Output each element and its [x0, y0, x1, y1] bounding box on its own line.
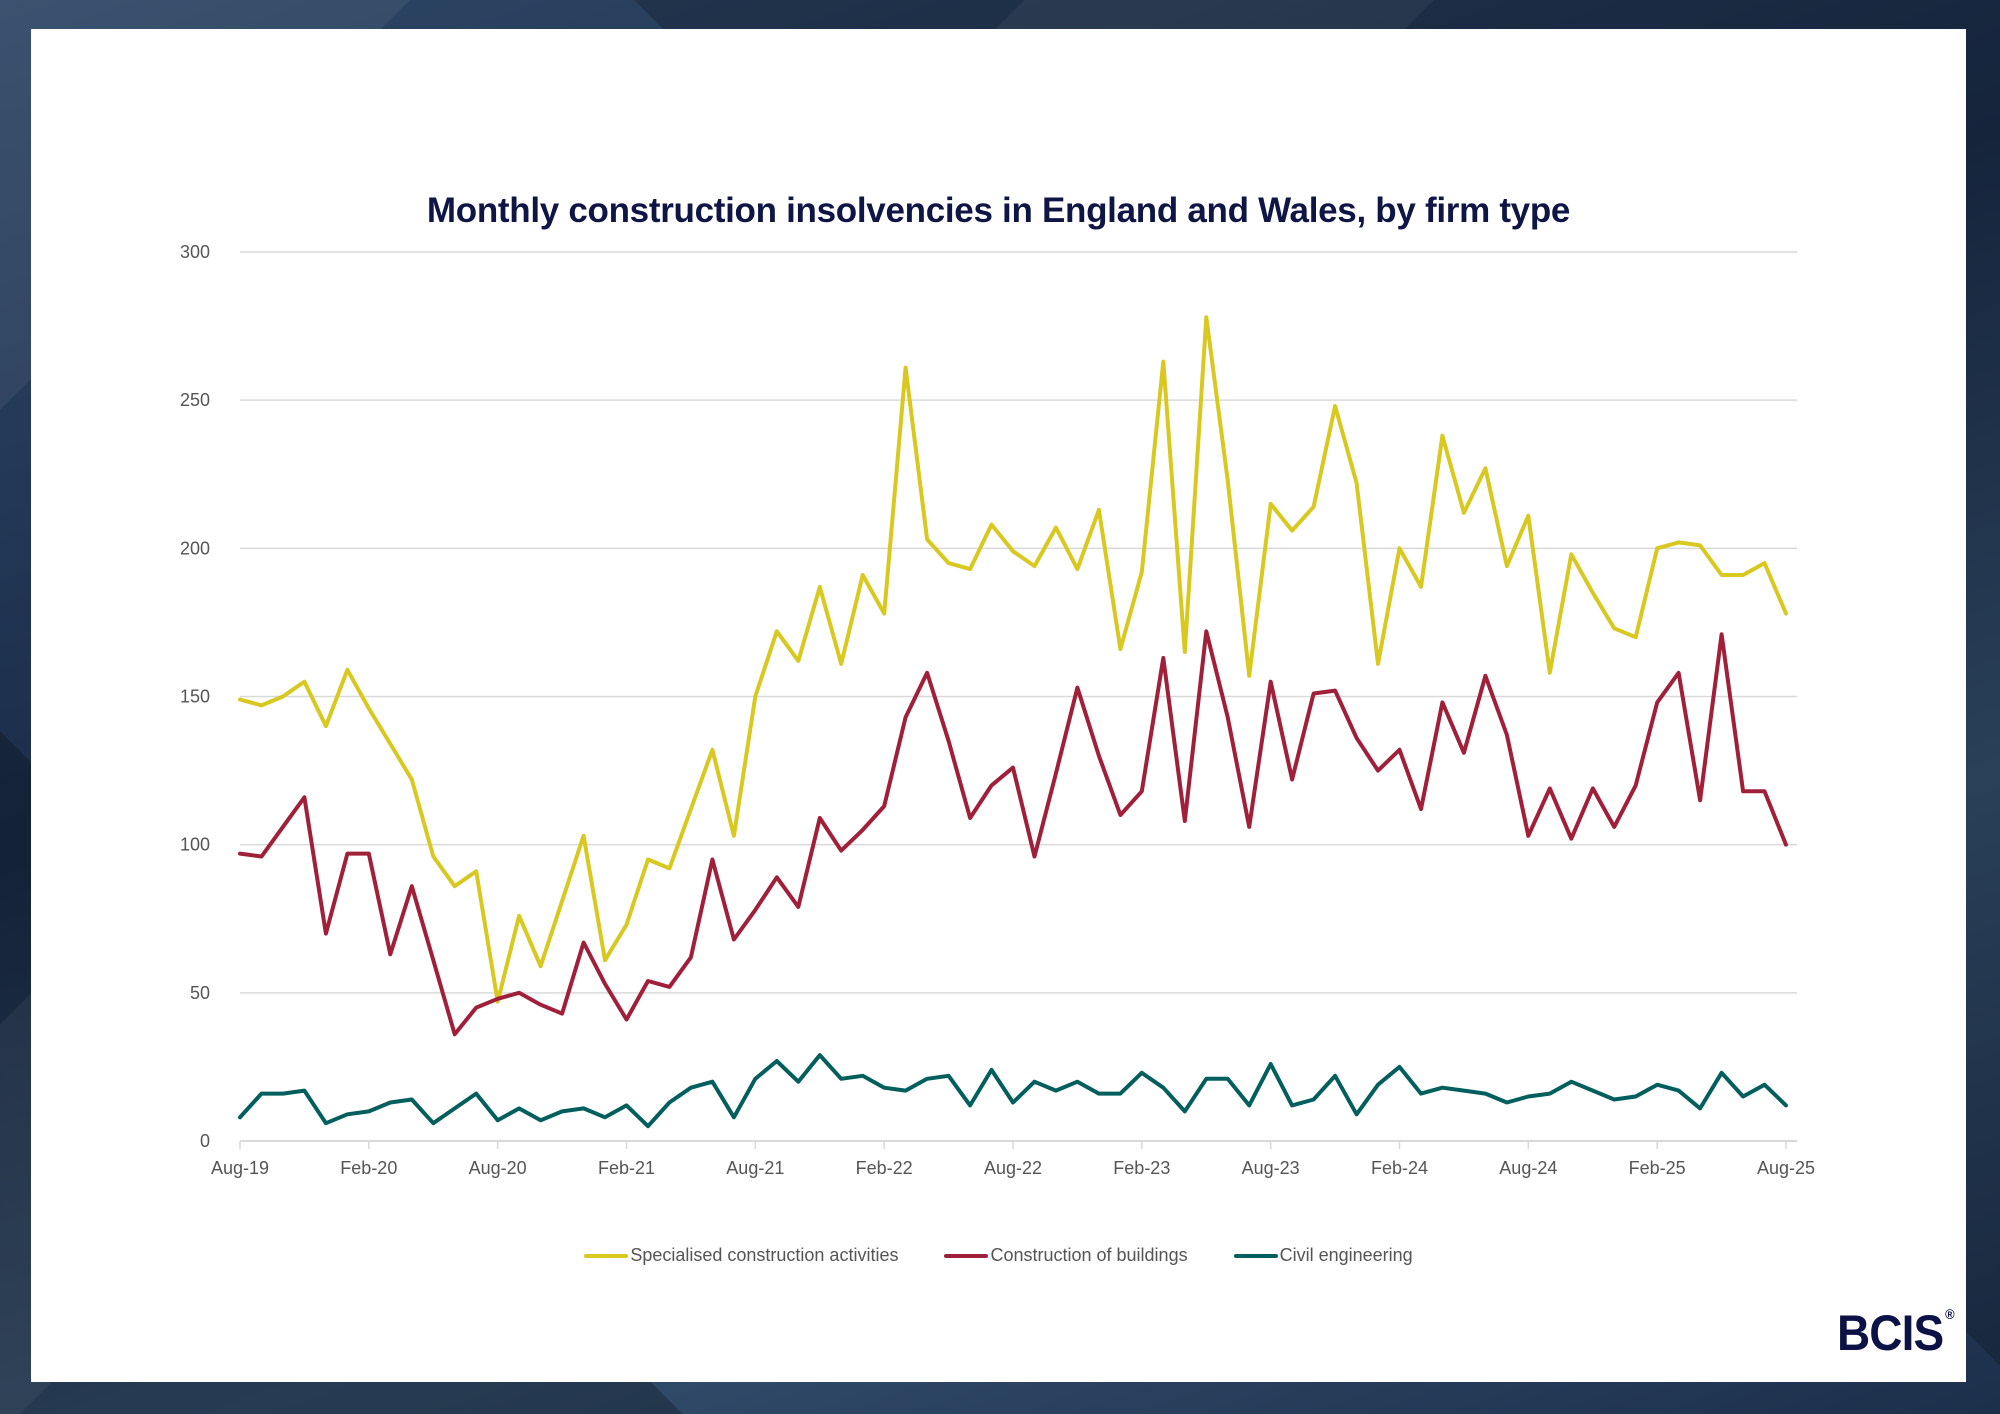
legend-swatch-buildings: [944, 1253, 989, 1258]
y-axis-ticks: 0 50 100 150 200 250 300: [180, 242, 210, 1151]
x-tick-label: Aug-20: [469, 1158, 527, 1178]
legend-label-specialised: Specialised construction activities: [630, 1245, 899, 1265]
x-tick-label: Aug-25: [1757, 1158, 1815, 1178]
chart-card: Monthly construction insolvencies in Eng…: [31, 29, 1966, 1382]
legend-item-civil[interactable]: Civil engineering: [1233, 1245, 1413, 1266]
bcis-logo: BCIS ®: [1837, 1304, 1955, 1362]
chart-title: Monthly construction insolvencies in Eng…: [426, 191, 1571, 230]
x-tick-label: Aug-24: [1499, 1158, 1557, 1178]
series-lines: [238, 315, 1788, 1129]
legend-item-specialised[interactable]: Specialised construction activities: [584, 1245, 898, 1266]
y-tick-label: 100: [180, 835, 210, 855]
x-tick-label: Aug-19: [211, 1158, 269, 1178]
series-civil-line: [238, 1053, 1788, 1129]
y-tick-label: 250: [180, 390, 210, 410]
y-tick-label: 50: [190, 983, 210, 1003]
x-tick-label: Aug-21: [726, 1158, 784, 1178]
legend-label-civil: Civil engineering: [1279, 1245, 1413, 1265]
y-tick-label: 150: [180, 687, 210, 707]
grid-lines: [240, 251, 1797, 1142]
x-tick-label: Feb-25: [1629, 1158, 1686, 1178]
x-tick-label: Feb-24: [1371, 1158, 1428, 1178]
registered-mark: ®: [1945, 1306, 1955, 1322]
x-tick-label: Feb-23: [1113, 1158, 1170, 1178]
y-tick-label: 200: [180, 538, 210, 558]
legend-swatch-civil: [1233, 1253, 1278, 1258]
series-buildings-line: [238, 629, 1788, 1037]
y-tick-label: 300: [180, 242, 210, 262]
logo-text: BCIS: [1837, 1305, 1944, 1361]
chart-legend: Specialised construction activities Cons…: [31, 1245, 1966, 1266]
legend-label-buildings: Construction of buildings: [990, 1245, 1188, 1265]
line-chart: 0 50 100 150 200 250 300 Aug-19 Feb-20 Aug-20 Feb…: [180, 242, 1815, 1178]
x-tick-label: Aug-22: [984, 1158, 1042, 1178]
series-specialised-line: [238, 315, 1788, 1004]
x-tick-label: Feb-20: [340, 1158, 397, 1178]
legend-swatch-specialised: [584, 1253, 629, 1258]
x-tick-label: Feb-22: [856, 1158, 913, 1178]
x-tick-label: Feb-21: [598, 1158, 655, 1178]
x-tick-label: Aug-23: [1242, 1158, 1300, 1178]
legend-item-buildings[interactable]: Construction of buildings: [944, 1245, 1188, 1266]
y-tick-label: 0: [200, 1131, 210, 1151]
x-axis-ticks: Aug-19 Feb-20 Aug-20 Feb-21 Aug-21 Feb-22 Aug-…: [211, 1141, 1815, 1178]
